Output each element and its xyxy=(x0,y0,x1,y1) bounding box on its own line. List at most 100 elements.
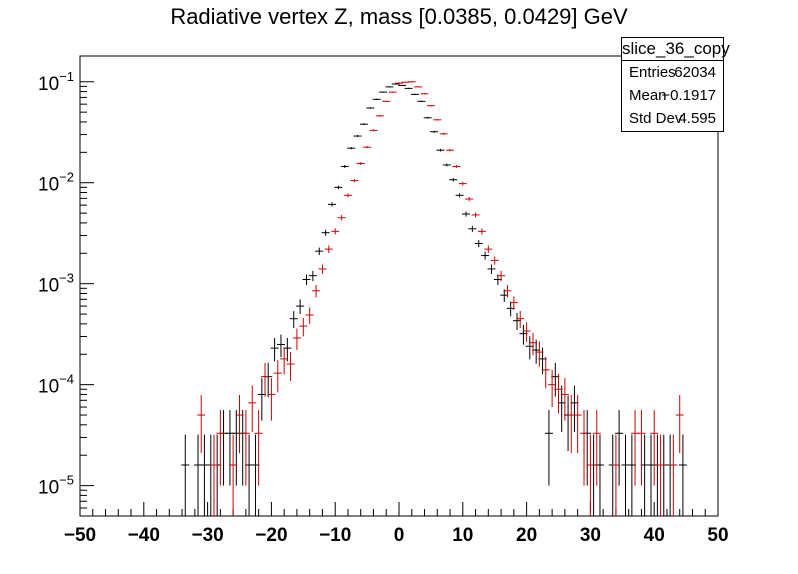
data-point xyxy=(270,337,279,362)
data-point xyxy=(181,434,190,516)
data-point xyxy=(289,311,298,328)
x-tick-label: −50 xyxy=(64,525,96,546)
data-point xyxy=(363,146,372,149)
x-tick-label: 50 xyxy=(707,525,728,546)
data-point xyxy=(209,434,218,516)
x-tick-label: 0 xyxy=(394,525,405,546)
data-point xyxy=(465,196,474,202)
stats-name: slice_36_copy xyxy=(622,38,730,61)
data-point xyxy=(283,337,292,362)
data-point xyxy=(302,274,311,286)
data-point xyxy=(656,434,665,516)
data-point xyxy=(273,359,282,393)
data-point xyxy=(481,251,490,260)
series-red xyxy=(197,81,684,516)
data-point xyxy=(318,264,327,274)
data-point xyxy=(446,149,455,152)
data-point xyxy=(678,434,687,516)
data-point xyxy=(468,225,477,232)
data-point xyxy=(372,98,381,100)
data-point xyxy=(449,178,458,182)
data-point xyxy=(535,341,544,367)
data-point xyxy=(433,118,442,121)
axis-ticks xyxy=(79,81,719,516)
data-point xyxy=(500,289,509,302)
data-point xyxy=(391,83,400,85)
data-point xyxy=(554,373,563,414)
data-point xyxy=(592,410,601,486)
data-point xyxy=(487,264,496,274)
data-point xyxy=(404,87,413,90)
data-point xyxy=(280,347,289,375)
y-tick-label: 10−4 xyxy=(38,372,74,398)
data-point xyxy=(621,434,630,516)
data-point xyxy=(519,324,528,345)
data-point xyxy=(257,378,266,421)
data-point xyxy=(503,285,512,298)
data-point xyxy=(423,116,432,119)
data-point xyxy=(586,434,595,516)
data-point xyxy=(395,82,403,84)
data-point xyxy=(541,356,550,389)
y-tick-label: 10−3 xyxy=(38,271,74,297)
data-point xyxy=(497,270,506,282)
data-point xyxy=(369,129,378,132)
data-point xyxy=(513,312,522,331)
data-point xyxy=(516,311,525,329)
data-point xyxy=(379,91,388,93)
data-point xyxy=(197,394,206,454)
data-point xyxy=(359,123,368,126)
stats-key: Std Dev xyxy=(629,110,683,127)
data-point xyxy=(490,256,499,265)
x-tick-labels: −50 −40 −30 −20 −10 0 10 20 30 40 50 xyxy=(64,525,729,546)
data-point xyxy=(254,410,263,486)
data-point xyxy=(366,107,375,109)
data-point xyxy=(442,163,451,167)
data-point xyxy=(557,385,566,432)
data-point xyxy=(580,410,589,486)
data-point xyxy=(573,394,582,454)
data-point xyxy=(251,434,260,516)
data-point xyxy=(385,86,394,88)
data-point xyxy=(615,410,624,486)
data-point xyxy=(407,81,416,83)
data-point xyxy=(477,228,486,235)
data-point xyxy=(324,245,333,254)
data-point xyxy=(308,270,317,282)
stats-row-stddev: Std Dev 4.595 xyxy=(622,107,723,130)
data-point xyxy=(315,247,324,256)
data-point xyxy=(417,100,426,103)
data-point xyxy=(299,317,308,337)
data-point xyxy=(493,274,502,286)
y-tick-label: 10−5 xyxy=(38,473,74,499)
data-point xyxy=(398,84,407,87)
data-point xyxy=(229,434,238,516)
stats-value: −0.1917 xyxy=(661,87,716,104)
data-point xyxy=(261,362,270,397)
data-point xyxy=(286,351,295,381)
series-black xyxy=(181,83,687,516)
data-point xyxy=(439,132,448,135)
data-point xyxy=(328,202,337,207)
data-point xyxy=(455,193,464,198)
data-point xyxy=(350,178,359,183)
data-point xyxy=(375,115,384,117)
data-point xyxy=(506,301,515,317)
data-point xyxy=(548,369,557,408)
data-point xyxy=(312,285,321,298)
stats-row-mean: Mean −0.1917 xyxy=(622,84,723,107)
data-point xyxy=(560,378,569,421)
x-tick-label: 10 xyxy=(452,525,473,546)
data-point xyxy=(410,93,419,96)
x-tick-label: 20 xyxy=(516,525,537,546)
data-point xyxy=(248,385,257,432)
stats-row-entries: Entries 62034 xyxy=(622,61,723,84)
stats-key: Mean xyxy=(629,87,667,104)
data-point xyxy=(340,165,349,168)
data-point xyxy=(522,322,531,342)
data-point xyxy=(292,328,301,350)
data-point xyxy=(675,394,684,454)
data-point xyxy=(595,434,604,516)
data-point xyxy=(426,104,435,107)
